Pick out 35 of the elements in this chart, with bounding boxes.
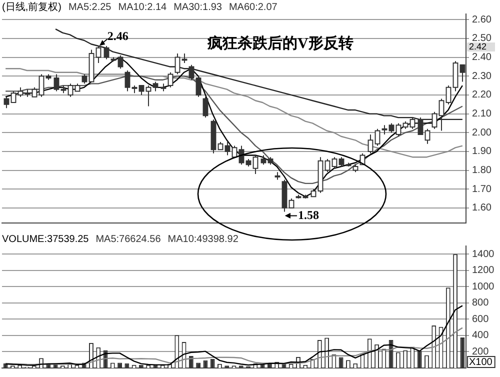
y-tick-label: 2.10 (472, 108, 492, 120)
y-tick-label: 400 (472, 330, 490, 342)
y-tick-label: 2.20 (472, 90, 492, 101)
text: (日线,前复权) (2, 0, 62, 13)
y-axis-title: X100 (469, 356, 493, 368)
y-tick-label: 1.70 (472, 184, 492, 195)
bar (188, 356, 194, 368)
y-tick-label: 1200 (472, 265, 495, 276)
y-tick-label: 2.60 (472, 14, 492, 26)
bar (338, 357, 344, 368)
text: MA30:1.93 (174, 2, 222, 13)
text: MA5:2.25 (68, 2, 112, 13)
y-tick-label: 2.40 (472, 52, 492, 64)
text: MA10:2.14 (118, 2, 168, 13)
text: MA10:49398.92 (168, 234, 239, 245)
y-tick-label: 2.00 (472, 127, 492, 138)
y-tick-label: 1.90 (472, 146, 492, 158)
text: 疯狂杀跌后的V形反转 (206, 34, 354, 52)
annotation: 1.58 (298, 208, 319, 222)
y-tick-label: 200 (472, 346, 490, 358)
bar (460, 338, 465, 368)
y-tick-label: 600 (472, 314, 490, 325)
y-tick-label: 1400 (472, 248, 495, 260)
y-tick-label: 1.60 (472, 202, 492, 214)
bar (417, 350, 422, 368)
y-tick-label: 1000 (472, 281, 495, 292)
bar (203, 360, 208, 368)
y-tick-label: 1.80 (472, 165, 492, 176)
y-tick-label: 800 (472, 298, 490, 309)
text: MA5:76624.56 (96, 234, 162, 245)
text: MA60:2.07 (228, 2, 278, 13)
y-tick-label: 2.30 (472, 70, 492, 82)
text: VOLUME:37539.25 (2, 234, 90, 245)
bar (210, 358, 215, 368)
annotation: 2.46 (107, 29, 128, 44)
